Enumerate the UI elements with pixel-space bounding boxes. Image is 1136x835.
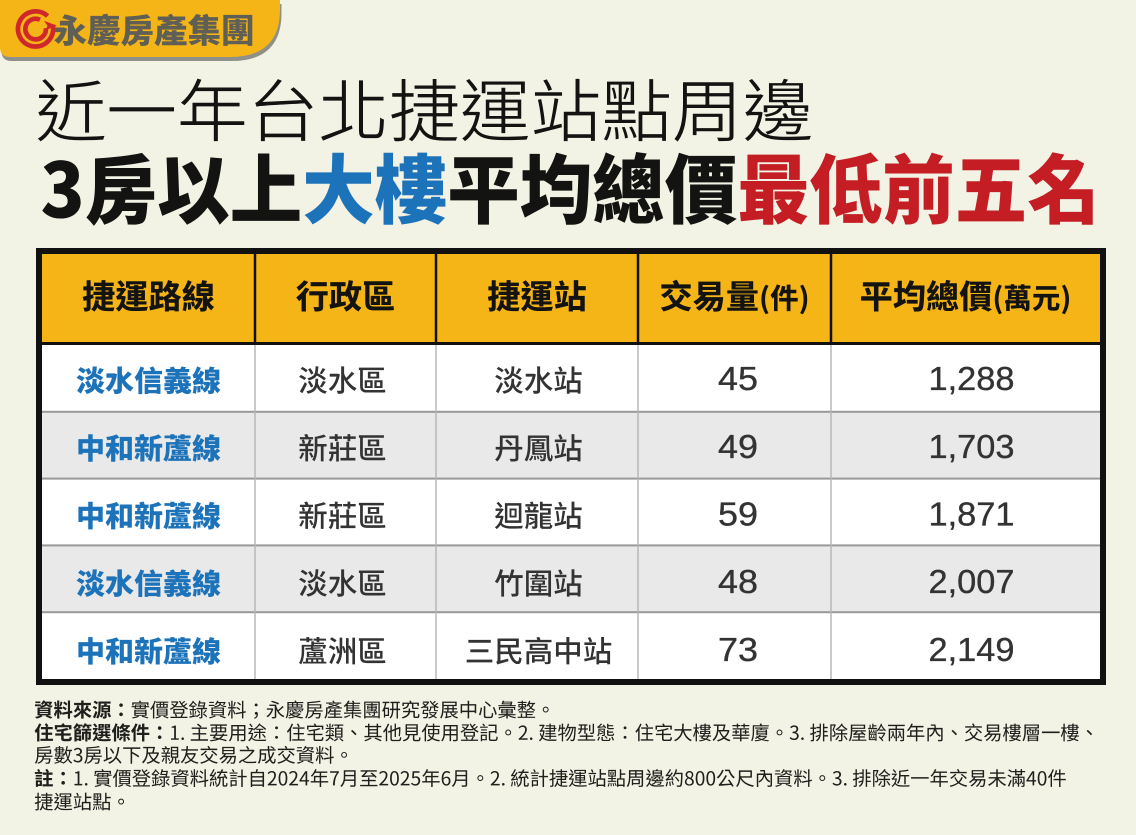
svg-text:2,007: 2,007 bbox=[929, 563, 1015, 600]
svg-text:49: 49 bbox=[718, 428, 758, 465]
svg-text:1,871: 1,871 bbox=[929, 496, 1015, 533]
svg-text:2,149: 2,149 bbox=[929, 631, 1015, 668]
svg-text:45: 45 bbox=[718, 360, 758, 397]
svg-text:59: 59 bbox=[718, 496, 758, 533]
svg-text:48: 48 bbox=[718, 563, 758, 600]
svg-text:73: 73 bbox=[718, 631, 758, 668]
svg-text:1,288: 1,288 bbox=[929, 360, 1015, 397]
svg-text:1,703: 1,703 bbox=[929, 428, 1015, 465]
